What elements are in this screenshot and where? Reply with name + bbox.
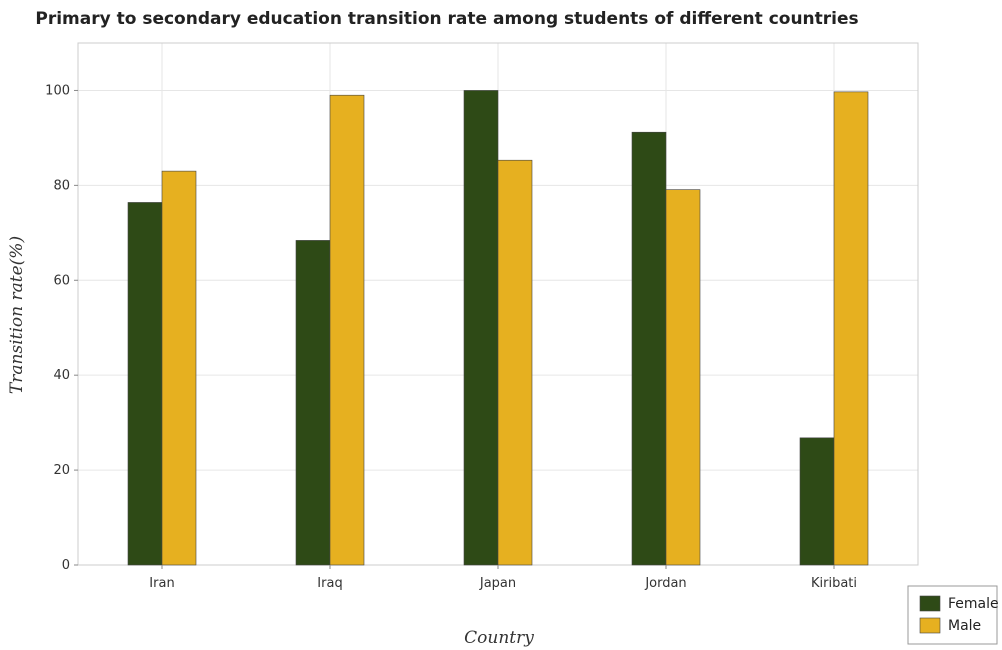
x-tick-label: Jordan	[644, 576, 686, 591]
y-tick-label: 20	[53, 463, 70, 478]
y-axis-label: Transition rate(%)	[7, 236, 27, 394]
x-tick-label: Japan	[479, 576, 516, 591]
y-tick-label: 60	[53, 273, 70, 288]
bar-female-jordan	[631, 131, 667, 566]
x-tick-label: Kiribati	[811, 576, 857, 591]
y-tick-label: 0	[62, 558, 70, 573]
legend-swatch-male	[919, 617, 941, 634]
ticks-layer: 0 20 40 60 80 100 Iran Iraq Japan Jordan Kiribati	[45, 83, 857, 591]
chart-title: Primary to secondary education transitio…	[35, 9, 858, 29]
bar-female-kiribati	[799, 437, 835, 566]
legend-label-female: Female	[948, 596, 999, 612]
legend-box	[907, 585, 998, 645]
x-axis-label: Country	[464, 628, 534, 648]
bar-female-japan	[463, 90, 499, 566]
y-tick-label: 80	[53, 178, 70, 193]
legend-swatch-female	[919, 595, 941, 612]
bars-layer	[127, 90, 869, 566]
bar-male-kiribati	[833, 91, 869, 566]
bar-male-iran	[161, 170, 197, 566]
legend: Female Male	[907, 585, 999, 645]
bar-male-jordan	[665, 189, 701, 566]
bar-female-iraq	[295, 240, 331, 566]
y-tick-label: 40	[53, 368, 70, 383]
bar-male-iraq	[329, 94, 365, 566]
bar-male-japan	[497, 159, 533, 566]
x-tick-label: Iran	[149, 576, 174, 591]
x-tick-label: Iraq	[317, 576, 342, 591]
legend-label-male: Male	[948, 618, 981, 634]
bar-female-iran	[127, 202, 163, 566]
y-tick-label: 100	[45, 83, 70, 98]
